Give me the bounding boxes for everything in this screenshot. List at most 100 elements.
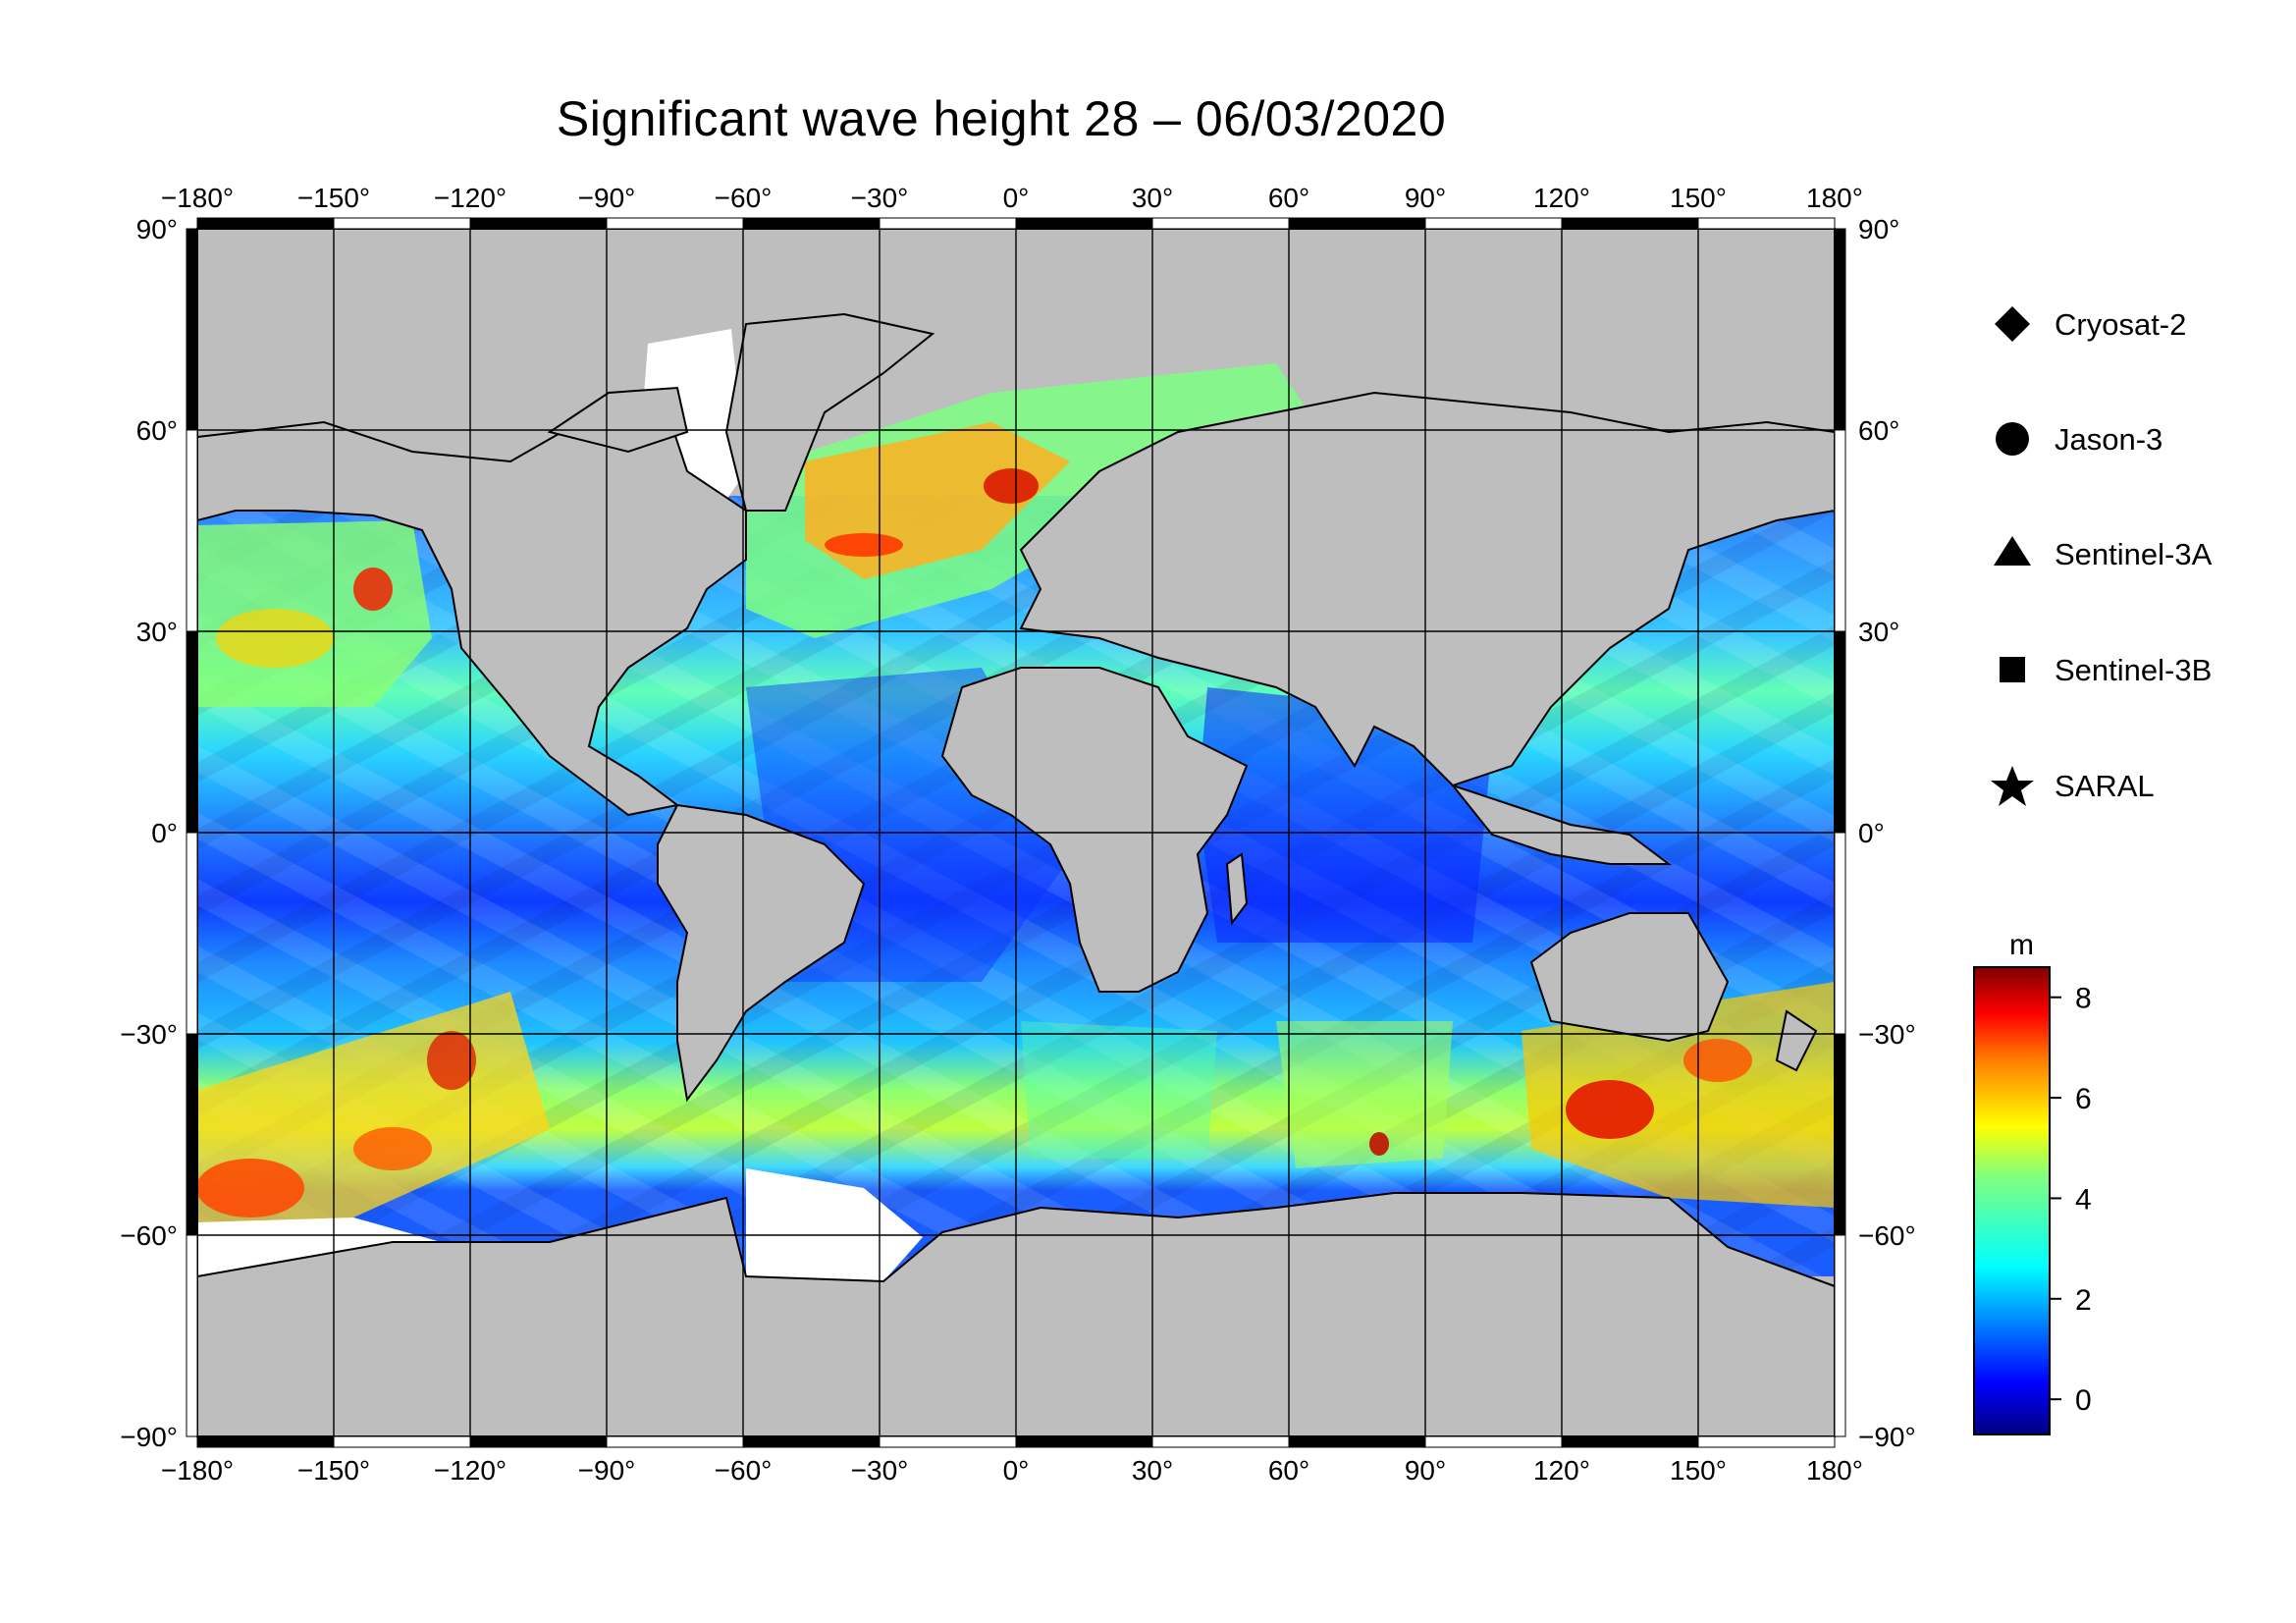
lat-tick-label-right: −90° <box>1858 1422 1916 1452</box>
lon-tick-label-top: −180° <box>161 183 234 213</box>
lon-tick-label-top: 120° <box>1533 183 1590 213</box>
legend-item-sentinel-3b: Sentinel-3B <box>2000 653 2212 687</box>
colorbar-ticks: 8 6 4 2 0 <box>2050 983 2092 1417</box>
frame-segment-right <box>1834 228 1846 431</box>
lon-tick-label-bottom: 120° <box>1533 1455 1590 1486</box>
north-atlantic-peak-2 <box>984 468 1039 504</box>
legend-label-sentinel-3a: Sentinel-3A <box>2055 537 2213 571</box>
lon-tick-label-top: 60° <box>1268 183 1309 213</box>
africa <box>940 667 1249 993</box>
lon-tick-label-bottom: 150° <box>1670 1455 1727 1486</box>
new-zealand <box>1775 1009 1818 1072</box>
north-pacific-high <box>216 609 334 668</box>
lon-tick-label-top: 150° <box>1670 183 1727 213</box>
lat-tick-label-left: 30° <box>136 617 178 647</box>
frame-segment-top <box>196 217 335 230</box>
colorbar-tick-label: 6 <box>2075 1083 2092 1115</box>
frame-segment-top <box>1424 217 1563 230</box>
lon-tick-label-bottom: −60° <box>715 1455 773 1486</box>
south-america <box>657 803 866 1103</box>
frame-segment-top <box>1697 217 1836 230</box>
south-atlantic-moderate <box>1021 1021 1217 1159</box>
frame-segment-left <box>186 630 198 834</box>
frame-segment-top <box>1288 217 1426 230</box>
frame-segment-bottom <box>1697 1435 1836 1448</box>
lon-tick-label-top: −30° <box>851 183 909 213</box>
lon-tick-label-top: −120° <box>434 183 507 213</box>
colorbar: m 8 6 4 2 0 <box>1973 929 2092 1435</box>
lat-tick-label-left: −30° <box>120 1019 178 1050</box>
lat-tick-label-right: 30° <box>1858 617 1899 647</box>
frame-segment-bottom <box>1288 1435 1426 1448</box>
frame-segment-bottom <box>879 1435 1017 1448</box>
maritime-continent <box>1450 783 1672 865</box>
lon-tick-label-top: −60° <box>715 183 773 213</box>
lon-tick-label-bottom: −90° <box>578 1455 636 1486</box>
frame-segment-right <box>1834 832 1846 1035</box>
lat-tick-label-left: 90° <box>136 214 178 244</box>
frame-segment-bottom <box>333 1435 471 1448</box>
lon-tick-label-top: 90° <box>1405 183 1446 213</box>
lon-tick-label-bottom: 60° <box>1268 1455 1309 1486</box>
south-indian-swell <box>1522 982 1835 1208</box>
colorbar-scale <box>1973 966 2051 1435</box>
triangle-icon <box>1994 536 2031 566</box>
frame-segment-top <box>879 217 1017 230</box>
lat-tick-label-left: −60° <box>120 1220 178 1251</box>
north-pacific-swell <box>197 520 432 707</box>
frame-segment-bottom <box>1561 1435 1699 1448</box>
colorbar-tick-label: 4 <box>2075 1183 2092 1216</box>
lon-tick-label-top: −90° <box>578 183 636 213</box>
lon-tick-label-top: 30° <box>1132 183 1173 213</box>
frame-segment-bottom <box>1424 1435 1563 1448</box>
south-pacific-peak-2 <box>353 1127 432 1170</box>
weddell-sea-ice <box>746 1168 923 1281</box>
south-indian-moderate <box>1276 1021 1453 1168</box>
frame-segment-right <box>1834 1234 1846 1437</box>
frame-segment-bottom <box>606 1435 744 1448</box>
legend-label-jason: Jason-3 <box>2055 422 2163 457</box>
lon-tick-label-bottom: 0° <box>1003 1455 1030 1486</box>
frame-segment-bottom <box>1015 1435 1153 1448</box>
madagascar <box>1225 852 1249 926</box>
lat-tick-label-right: −30° <box>1858 1019 1916 1050</box>
north-pacific-peak <box>353 568 393 611</box>
south-pacific-peak <box>197 1159 304 1217</box>
frame-segment-right <box>1834 1033 1846 1236</box>
lon-tick-label-top: −150° <box>297 183 370 213</box>
lon-tick-label-top: 0° <box>1003 183 1030 213</box>
lon-tick-label-top: 180° <box>1806 183 1863 213</box>
lat-tick-label-right: 0° <box>1858 818 1885 848</box>
legend-label-saral: SARAL <box>2055 769 2155 803</box>
frame-segment-left <box>186 429 198 632</box>
legend-item-jason: Jason-3 <box>1996 422 2163 457</box>
map-tick-labels: −180° −180° −150° −150° −120° −120° −90° −90° −6… <box>120 183 1915 1486</box>
frame-segment-bottom <box>196 1435 335 1448</box>
kerguelen-peak <box>1369 1132 1389 1156</box>
frame-segment-top <box>1151 217 1290 230</box>
frame-segment-top <box>1015 217 1153 230</box>
lat-tick-label-left: 60° <box>136 415 178 446</box>
colorbar-tick-label: 0 <box>2075 1384 2092 1417</box>
lat-tick-label-left: −90° <box>120 1422 178 1452</box>
frame-segment-bottom <box>742 1435 881 1448</box>
graticule <box>197 229 1835 1436</box>
lon-tick-label-bottom: 90° <box>1405 1455 1446 1486</box>
australia <box>1529 912 1730 1043</box>
colorbar-tick-label: 8 <box>2075 983 2092 1015</box>
frame-segment-bottom <box>469 1435 608 1448</box>
south-pacific-peak-3 <box>427 1031 476 1090</box>
lat-tick-label-right: −60° <box>1858 1220 1916 1251</box>
lon-tick-label-bottom: −120° <box>434 1455 507 1486</box>
south-indian-peak <box>1566 1080 1654 1139</box>
legend-item-sentinel-3a: Sentinel-3A <box>1994 536 2213 571</box>
canadian-archipelago <box>547 386 689 454</box>
legend-label-cryosat: Cryosat-2 <box>2055 307 2186 342</box>
frame-segment-bottom <box>1151 1435 1290 1448</box>
lat-tick-label-right: 90° <box>1858 214 1899 244</box>
square-icon <box>2000 657 2025 682</box>
frame-segment-top <box>1561 217 1699 230</box>
frame-segment-left <box>186 228 198 431</box>
